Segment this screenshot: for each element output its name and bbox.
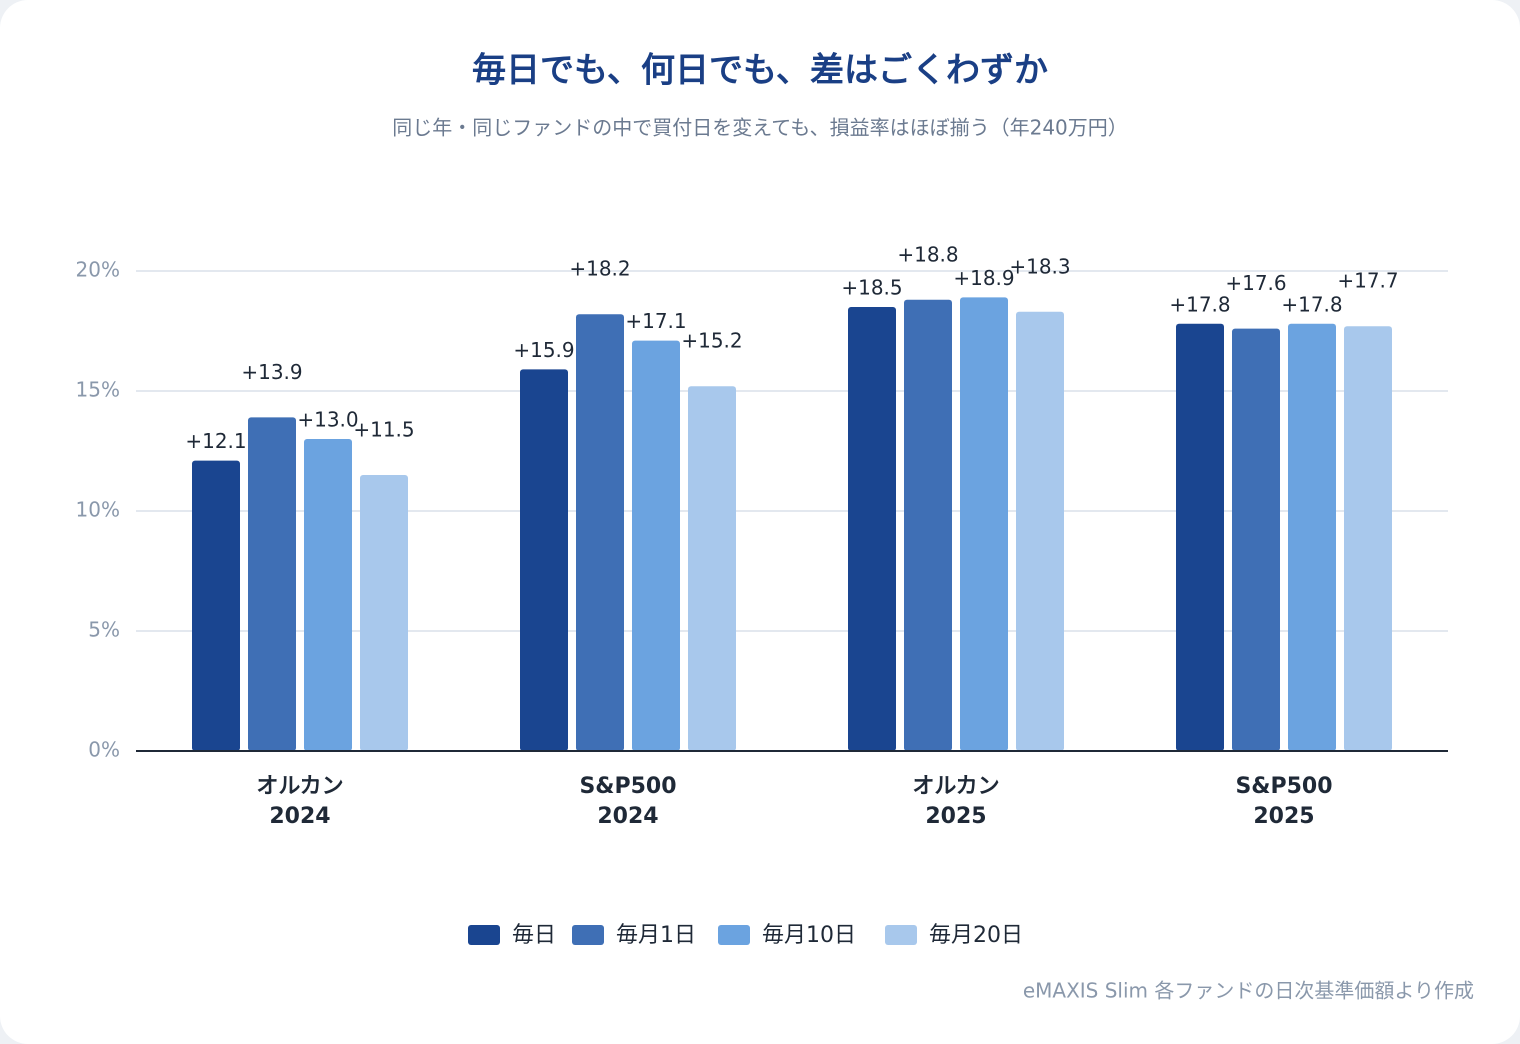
legend-label: 毎月20日 [929,923,1023,948]
y-tick-label: 5% [88,618,120,642]
value-label: +12.1 [185,429,246,453]
bar [304,439,352,751]
y-tick-label: 10% [76,498,120,522]
value-label: +15.9 [513,338,574,362]
legend-label: 毎月10日 [762,923,856,948]
value-label: +18.2 [569,257,630,281]
y-tick-label: 15% [76,378,120,402]
value-label: +17.1 [625,309,686,333]
source-note: eMAXIS Slim 各ファンドの日次基準価額より作成 [1023,979,1474,1003]
legend-swatch [885,925,917,945]
x-tick-label: 2025 [925,804,986,829]
chart-subtitle: 同じ年・同じファンドの中で買付日を変えても、損益率はほぼ揃う（年240万円） [392,116,1128,140]
legend-label: 毎月1日 [616,923,696,948]
value-label: +17.8 [1169,292,1230,316]
x-tick-label: オルカン [256,774,343,799]
value-label: +18.9 [953,266,1014,290]
x-tick-label: オルカン [912,774,999,799]
value-label: +17.7 [1337,269,1398,293]
bar [1288,323,1336,751]
y-tick-label: 0% [88,738,120,762]
x-tick-label: 2024 [269,804,330,829]
value-label: +15.2 [681,329,742,353]
value-label: +11.5 [353,418,414,442]
bar [848,307,896,751]
bar [1176,323,1224,751]
value-label: +13.9 [241,360,302,384]
chart-title: 毎日でも、何日でも、差はごくわずか [472,51,1048,91]
bar [1232,328,1280,751]
y-tick-label: 20% [76,258,120,282]
legend-label: 毎日 [512,923,556,948]
x-tick-label: S&P500 [579,774,676,799]
value-label: +17.8 [1281,292,1342,316]
bar [1344,326,1392,751]
bar [360,475,408,751]
bar [192,460,240,751]
value-label: +13.0 [297,408,358,432]
bar [576,314,624,751]
value-label: +17.6 [1225,271,1286,295]
bar [248,417,296,751]
legend-swatch [718,925,750,945]
value-label: +18.3 [1009,254,1070,278]
legend-swatch [572,925,604,945]
value-label: +18.5 [841,276,902,300]
bar [904,299,952,751]
value-label: +18.8 [897,242,958,266]
bar [632,340,680,751]
x-tick-label: 2024 [597,804,658,829]
bar [520,369,568,751]
bar [960,297,1008,751]
legend-swatch [468,925,500,945]
bar [688,386,736,751]
bar [1016,311,1064,751]
x-tick-label: 2025 [1253,804,1314,829]
x-tick-label: S&P500 [1235,774,1332,799]
